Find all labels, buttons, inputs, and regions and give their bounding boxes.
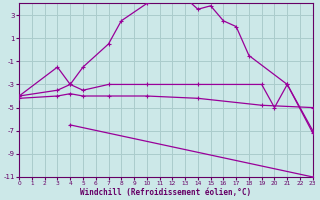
X-axis label: Windchill (Refroidissement éolien,°C): Windchill (Refroidissement éolien,°C) xyxy=(80,188,252,197)
